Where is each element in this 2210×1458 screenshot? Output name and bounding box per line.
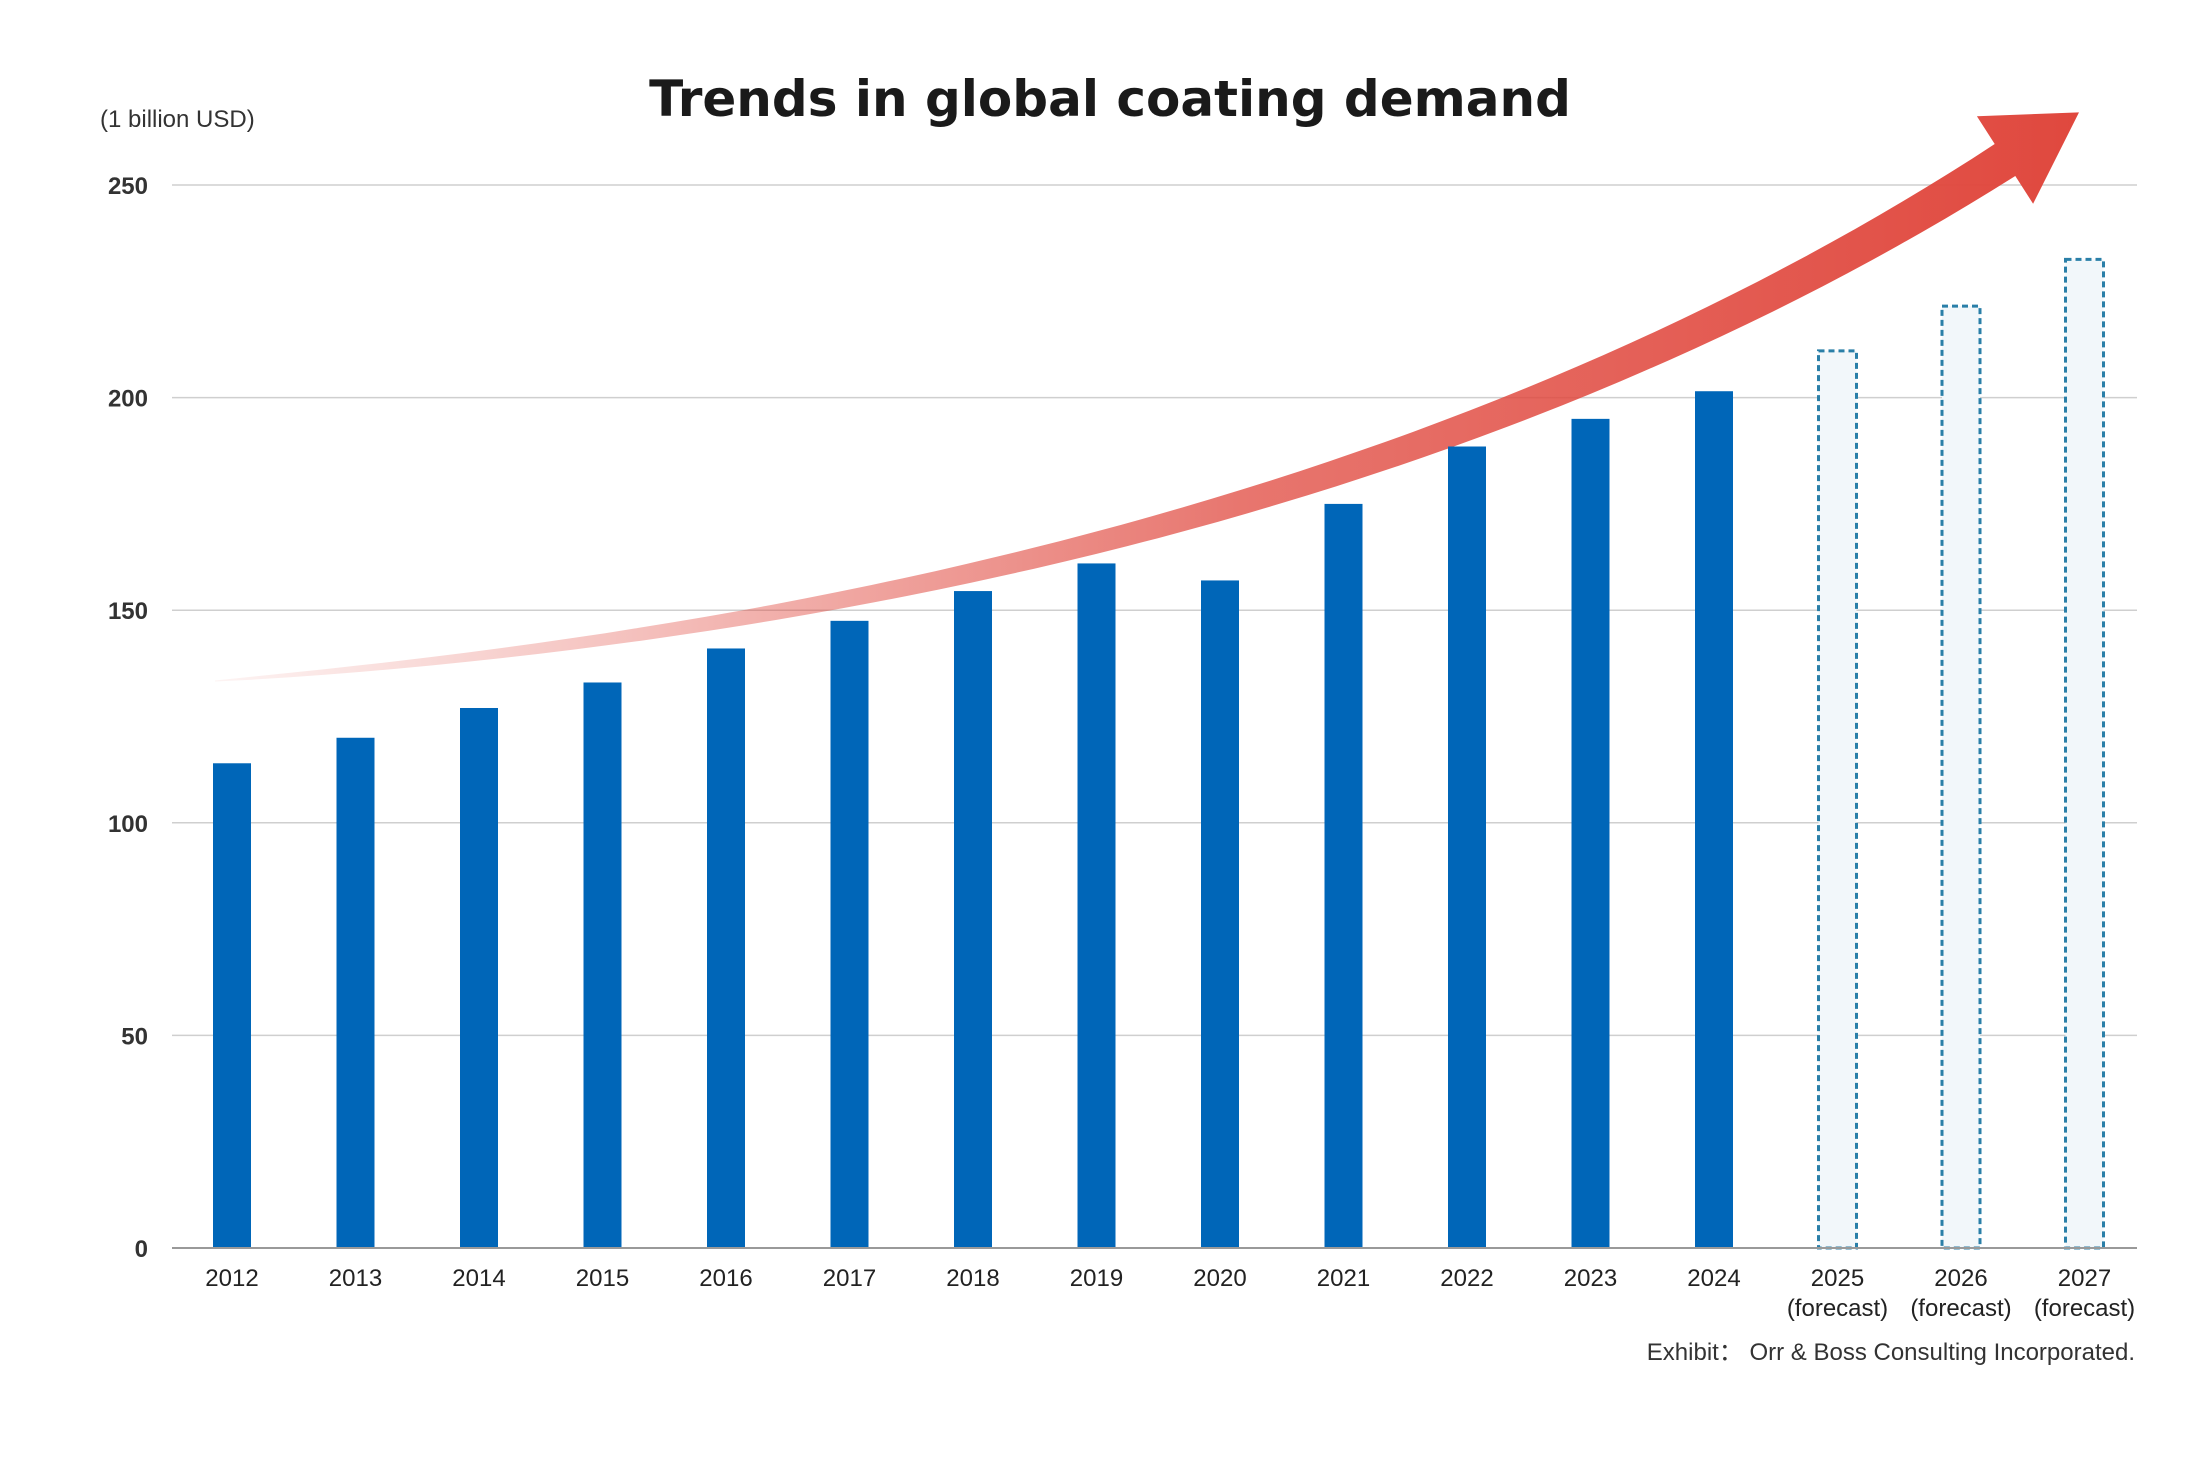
- bar: [213, 763, 251, 1248]
- x-tick-label: 2026: [1934, 1265, 1987, 1292]
- forecast-bar: [1940, 304, 1982, 1250]
- bar: [1448, 446, 1486, 1248]
- y-tick-label: 50: [121, 1023, 148, 1050]
- y-tick-label: 250: [108, 173, 148, 200]
- bar: [1201, 580, 1239, 1248]
- x-tick-label: 2022: [1440, 1265, 1493, 1292]
- x-tick-label: 2024: [1687, 1265, 1740, 1292]
- bars: [213, 257, 2105, 1250]
- x-tick-label: 2021: [1317, 1265, 1370, 1292]
- x-tick-label: 2018: [946, 1265, 999, 1292]
- grid-lines: [172, 184, 2137, 1037]
- x-tick-sublabel: (forecast): [1910, 1295, 2011, 1322]
- y-tick-label: 0: [135, 1236, 148, 1263]
- bar: [707, 648, 745, 1248]
- y-tick-label: 100: [108, 811, 148, 838]
- x-tick-label: 2027: [2058, 1265, 2111, 1292]
- x-tick-label: 2025: [1811, 1265, 1864, 1292]
- bar: [1324, 503, 1363, 1248]
- x-tick-label: 2016: [699, 1265, 752, 1292]
- x-tick-label: 2015: [576, 1265, 629, 1292]
- x-tick-label: 2014: [452, 1265, 505, 1292]
- bar: [336, 737, 375, 1248]
- bar: [830, 620, 869, 1248]
- forecast-bar: [2064, 257, 2105, 1250]
- x-tick-sublabel: (forecast): [1787, 1295, 1888, 1322]
- source-note: Exhibit： Orr & Boss Consulting Incorpora…: [1647, 1339, 2135, 1366]
- y-tick-label: 200: [108, 386, 148, 413]
- chart-title: Trends in global coating demand: [649, 70, 1571, 128]
- x-axis-ticks: 2012 2013 2014 2015 2016 2017 2018 2019 2020 2021…: [205, 1265, 2135, 1322]
- bar: [1571, 418, 1610, 1248]
- bar: [460, 707, 498, 1248]
- bar: [1695, 391, 1733, 1248]
- x-tick-label: 2023: [1564, 1265, 1617, 1292]
- bar: [954, 591, 992, 1248]
- x-tick-label: 2012: [205, 1265, 258, 1292]
- x-tick-label: 2020: [1193, 1265, 1246, 1292]
- x-tick-sublabel: (forecast): [2034, 1295, 2135, 1322]
- y-axis-ticks: 0 50 100 150 200 250: [108, 173, 148, 1263]
- forecast-bar: [1817, 349, 1858, 1250]
- x-tick-label: 2017: [823, 1265, 876, 1292]
- bar: [1077, 563, 1116, 1248]
- bar: [583, 682, 622, 1248]
- y-unit-label: (1 billion USD): [100, 106, 255, 133]
- y-tick-label: 150: [108, 598, 148, 625]
- x-tick-label: 2013: [329, 1265, 382, 1292]
- x-tick-label: 2019: [1070, 1265, 1123, 1292]
